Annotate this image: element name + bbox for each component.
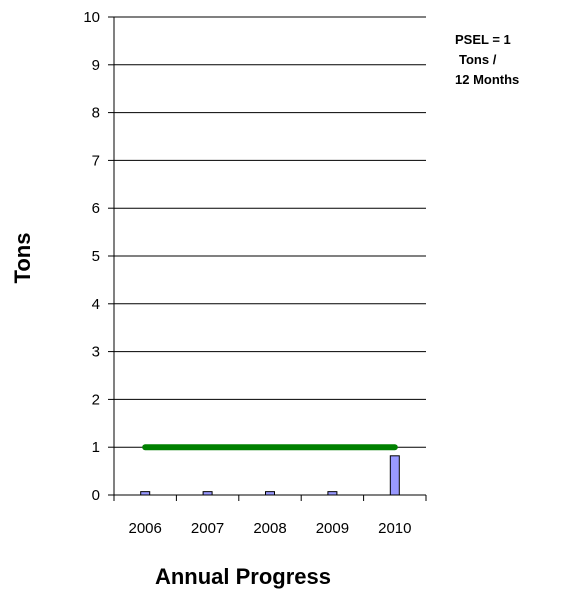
y-axis-title: Tons: [10, 233, 35, 284]
gridlines: [114, 16, 426, 448]
y-tick-labels: 0 1 2 3 4 5 6 7 8 9 10: [83, 9, 100, 504]
x-tick-label: 2009: [316, 520, 349, 537]
axes: [108, 16, 427, 501]
x-axis-title: Annual Progress: [155, 564, 331, 589]
psel-annotation-line-3: 12 Months: [455, 72, 519, 87]
y-tick-label: 7: [92, 152, 100, 169]
bar: [265, 491, 275, 496]
x-tick-labels: 2006 2007 2008 2009 2010: [129, 520, 412, 537]
y-tick-label: 6: [92, 200, 100, 217]
psel-annotation-line-2: Tons /: [459, 52, 497, 67]
y-tick-label: 4: [92, 296, 100, 313]
bar: [389, 455, 400, 496]
bar: [202, 491, 213, 496]
x-tick-label: 2006: [129, 520, 162, 537]
y-tick-label: 3: [92, 344, 100, 361]
x-tick-label: 2010: [378, 520, 411, 537]
y-tick-label: 1: [92, 439, 100, 456]
y-tick-label: 8: [92, 105, 100, 122]
y-tick-label: 5: [92, 248, 100, 265]
psel-annotation-line-1: PSEL = 1: [455, 32, 511, 47]
y-tick-label: 9: [92, 57, 100, 74]
y-tick-label: 2: [92, 391, 100, 408]
x-tick-label: 2008: [253, 520, 286, 537]
bars: [140, 455, 400, 496]
bar: [140, 491, 151, 496]
bar: [327, 491, 338, 496]
y-tick-label: 10: [83, 9, 100, 26]
x-tick-label: 2007: [191, 520, 224, 537]
y-tick-label: 0: [92, 487, 100, 504]
